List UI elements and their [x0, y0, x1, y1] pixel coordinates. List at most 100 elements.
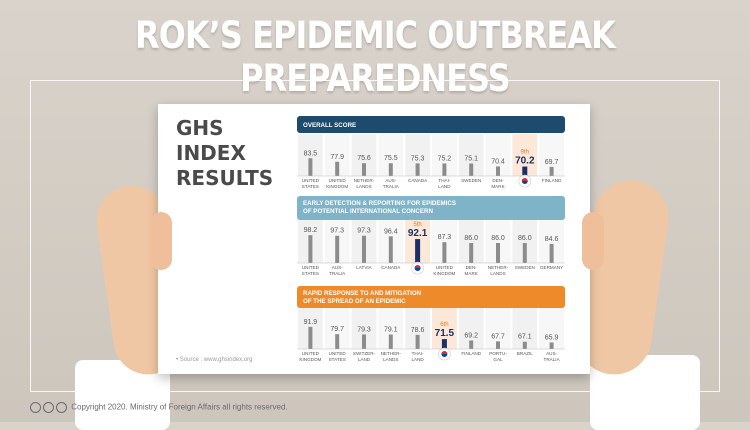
category-label: KINGDOM — [326, 184, 348, 189]
korea-flag-icon — [414, 265, 421, 268]
data-label: 75.5 — [384, 155, 398, 162]
data-label: 87.3 — [438, 234, 452, 241]
data-label: 92.1 — [408, 228, 428, 239]
bar — [496, 341, 500, 349]
data-label: 79.7 — [330, 326, 344, 333]
category-label: UNITED — [329, 178, 347, 183]
bar — [362, 334, 366, 349]
bar — [335, 334, 340, 349]
category-label: THAI- — [412, 351, 424, 356]
bar — [522, 166, 528, 176]
copyright-footer: Copyright 2020. Ministry of Foreign Affa… — [30, 402, 288, 413]
data-label: 98.2 — [304, 227, 318, 234]
rank-label: 9th — [521, 150, 529, 156]
left-thumb — [150, 212, 172, 270]
data-label: 79.1 — [384, 327, 398, 334]
korea-flag-icon — [521, 178, 528, 181]
category-label: SWITZER- — [353, 351, 376, 356]
panel-header — [297, 196, 565, 220]
data-label: 70.2 — [515, 156, 535, 167]
bar — [469, 243, 474, 263]
data-label: 69.2 — [464, 332, 478, 339]
data-label: 70.4 — [491, 158, 505, 165]
category-label: NETHER- — [354, 178, 375, 183]
bar — [469, 163, 474, 176]
bar — [549, 243, 554, 263]
data-label: 83.5 — [304, 150, 318, 157]
category-label: LANDS — [383, 357, 398, 362]
panel-header — [297, 116, 565, 133]
data-label: 75.6 — [357, 155, 371, 162]
bar — [362, 235, 366, 263]
category-label: SWEDEN — [461, 178, 481, 183]
category-label: PORTU- — [489, 351, 507, 356]
data-label: 86.0 — [464, 235, 478, 242]
right-thumb — [582, 212, 604, 270]
bar — [362, 163, 366, 176]
bar — [549, 166, 554, 176]
category-label: DEN- — [492, 178, 504, 183]
bar — [549, 342, 554, 349]
source-note: • Source : www.ghsindex.org — [176, 357, 253, 363]
category-label: AUS- — [385, 178, 396, 183]
category-label: TRALIA — [383, 184, 400, 189]
data-label: 96.4 — [384, 228, 398, 235]
bar — [496, 243, 500, 263]
korea-flag-icon — [441, 351, 448, 354]
data-label: 78.6 — [411, 327, 425, 334]
category-label: FINLAND — [461, 351, 481, 356]
data-label: 65.9 — [545, 334, 559, 341]
category-label: TRALIA — [329, 271, 346, 276]
ghs-heading-line: INDEX — [176, 141, 246, 165]
data-label: 77.9 — [330, 154, 344, 161]
bar — [388, 334, 393, 349]
category-label: AUS- — [546, 351, 557, 356]
category-label: LAND — [411, 357, 424, 362]
bar — [308, 326, 313, 349]
panel-title: RAPID RESPONSE TO AND MITIGATION — [303, 290, 422, 297]
nc-icon — [56, 402, 67, 413]
korea-flag-icon — [521, 181, 528, 184]
ghs-heading-line: GHS — [176, 116, 224, 140]
ghs-heading: GHS INDEX RESULTS — [176, 116, 273, 191]
data-label: 67.7 — [491, 333, 505, 340]
category-label: STATES — [302, 271, 319, 276]
panel-title: EARLY DETECTION & REPORTING FOR EPIDEMIC… — [303, 200, 456, 207]
category-label: LANDS — [356, 184, 371, 189]
category-label: KINGDOM — [433, 271, 455, 276]
category-label: NETHER- — [488, 265, 509, 270]
bar — [522, 341, 527, 349]
data-label: 84.6 — [545, 236, 559, 243]
ghs-heading-line: RESULTS — [176, 166, 274, 190]
category-label: NETHER- — [381, 351, 402, 356]
category-label: MARK — [465, 271, 479, 276]
category-label: GAL — [493, 357, 503, 362]
category-label: AUS- — [332, 265, 343, 270]
data-label: 86.0 — [518, 235, 532, 242]
data-label: 97.3 — [330, 228, 344, 235]
page-title: ROK’S EPIDEMIC OUTBREAK PREPAREDNESS — [135, 14, 616, 100]
category-label: LAND — [358, 357, 371, 362]
category-label: SWEDEN — [515, 265, 535, 270]
category-label: LANDS — [490, 271, 505, 276]
category-label: KINGDOM — [299, 357, 321, 362]
bar — [442, 163, 447, 176]
category-label: UNITED — [436, 265, 454, 270]
category-label: STATES — [329, 357, 346, 362]
category-label: LATVIA — [356, 265, 372, 270]
category-label: MARK — [491, 184, 505, 189]
category-label: UNITED — [302, 265, 320, 270]
bar — [415, 239, 421, 263]
rank-label: 5th — [413, 222, 421, 228]
bar — [308, 158, 313, 176]
panel-title: OVERALL SCORE — [303, 122, 356, 129]
category-label: CANADA — [381, 265, 401, 270]
category-label: DEN- — [466, 265, 478, 270]
category-label: UNITED — [329, 351, 347, 356]
bar — [415, 334, 420, 349]
data-label: 75.3 — [411, 155, 425, 162]
cc-icon — [30, 402, 41, 413]
panel-title: OF THE SPREAD OF AN EPIDEMIC — [303, 298, 406, 305]
panel-header — [297, 286, 565, 308]
